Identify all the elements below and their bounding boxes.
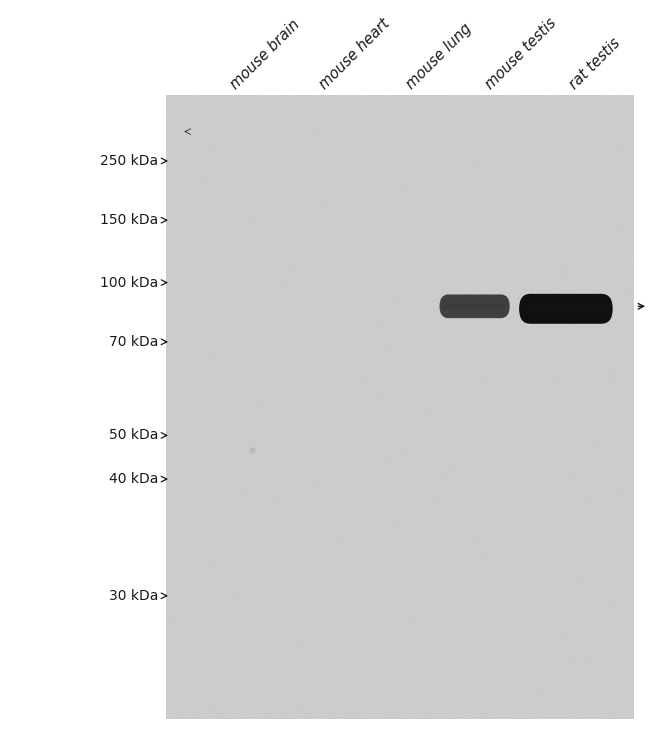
Text: mouse testis: mouse testis — [483, 15, 560, 92]
Text: 150 kDa: 150 kDa — [99, 213, 158, 228]
Text: mouse brain: mouse brain — [227, 18, 303, 92]
Text: 30 kDa: 30 kDa — [109, 589, 158, 603]
Text: mouse heart: mouse heart — [317, 16, 393, 92]
Text: mouse lung: mouse lung — [403, 21, 474, 92]
Text: 70 kDa: 70 kDa — [109, 335, 158, 349]
FancyBboxPatch shape — [439, 294, 510, 318]
FancyBboxPatch shape — [443, 304, 506, 309]
Text: 250 kDa: 250 kDa — [100, 154, 158, 168]
Text: 40 kDa: 40 kDa — [109, 472, 158, 486]
Text: TGLAB: TGLAB — [318, 353, 406, 462]
Text: 100 kDa: 100 kDa — [99, 275, 158, 290]
Text: rat testis: rat testis — [567, 36, 624, 92]
FancyBboxPatch shape — [519, 294, 613, 324]
Text: 50 kDa: 50 kDa — [109, 429, 158, 443]
Text: www.: www. — [298, 294, 361, 371]
Text: .COM: .COM — [369, 451, 431, 526]
FancyBboxPatch shape — [524, 306, 608, 313]
